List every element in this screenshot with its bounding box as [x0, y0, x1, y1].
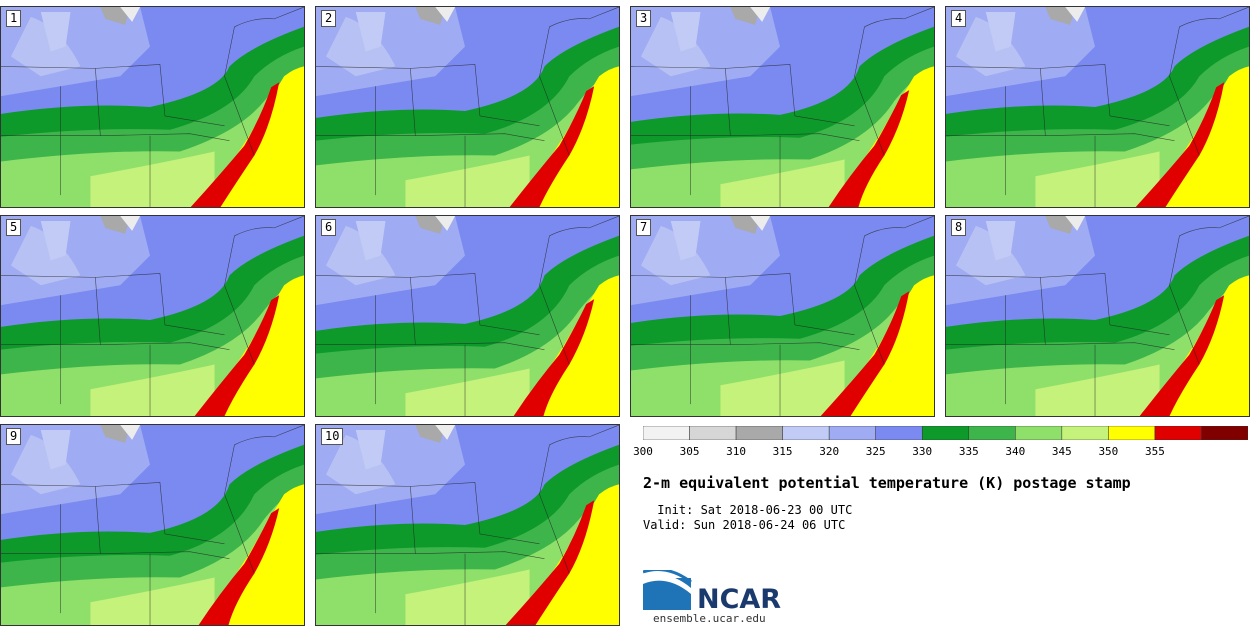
- member-panel-1: 1: [0, 6, 305, 208]
- ensemble-member-map: [1, 7, 304, 207]
- colorbar-swatch: [643, 426, 690, 440]
- member-number-label: 8: [951, 219, 967, 236]
- member-panel-9: 9: [0, 424, 305, 626]
- ensemble-member-map: [316, 7, 619, 207]
- colorbar-swatch: [689, 426, 737, 440]
- ensemble-member-map: [631, 7, 934, 207]
- colorbar-tick-label: 355: [1144, 445, 1165, 458]
- member-panel-7: 7: [630, 215, 935, 417]
- member-number-label: 9: [6, 428, 22, 445]
- member-panel-3: 3: [630, 6, 935, 208]
- ensemble-member-map: [946, 216, 1249, 416]
- colorbar-tick-label: 310: [726, 445, 746, 458]
- colorbar-tick-label: 320: [819, 445, 840, 458]
- member-panel-2: 2: [315, 6, 620, 208]
- init-time: Init: Sat 2018-06-23 00 UTC: [650, 503, 853, 517]
- colorbar-tick-label: 335: [958, 445, 979, 458]
- member-number-label: 2: [321, 10, 337, 27]
- valid-time: Valid: Sun 2018-06-24 06 UTC: [643, 518, 846, 532]
- colorbar-swatch: [1061, 426, 1109, 440]
- colorbar-swatch: [1015, 426, 1063, 440]
- colorbar-swatch: [875, 426, 923, 440]
- ensemble-member-map: [1, 425, 304, 625]
- ensemble-url[interactable]: ensemble.ucar.edu: [653, 612, 766, 625]
- colorbar-swatch: [735, 426, 783, 440]
- colorbar-swatch: [968, 426, 1016, 440]
- colorbar-swatch: [1201, 426, 1248, 440]
- member-panel-5: 5: [0, 215, 305, 417]
- figure-title: 2-m equivalent potential temperature (K)…: [643, 474, 1131, 492]
- colorbar-tick-label: 350: [1098, 445, 1119, 458]
- member-panel-4: 4: [945, 6, 1250, 208]
- colorbar-tick-label: 345: [1051, 445, 1072, 458]
- member-number-label: 1: [6, 10, 22, 27]
- colorbar-tick-label: 305: [679, 445, 700, 458]
- ensemble-member-map: [631, 216, 934, 416]
- colorbar-swatch: [828, 426, 876, 440]
- ensemble-member-map: [1, 216, 304, 416]
- member-number-label: 10: [321, 428, 344, 445]
- colorbar-swatch: [782, 426, 830, 440]
- member-number-label: 6: [321, 219, 337, 236]
- member-number-label: 5: [6, 219, 22, 236]
- ensemble-member-map: [316, 216, 619, 416]
- colorbar-tick-label: 340: [1005, 445, 1026, 458]
- member-number-label: 3: [636, 10, 652, 27]
- colorbar-tick-label: 325: [865, 445, 886, 458]
- colorbar: [643, 426, 1248, 440]
- ncar-logo-text: NCAR: [697, 584, 782, 615]
- ncar-logo-icon: [643, 570, 692, 610]
- colorbar-tick-label: 315: [772, 445, 793, 458]
- ensemble-member-map: [946, 7, 1249, 207]
- member-panel-8: 8: [945, 215, 1250, 417]
- colorbar-tick-label: 330: [912, 445, 933, 458]
- member-number-label: 4: [951, 10, 967, 27]
- member-number-label: 7: [636, 219, 652, 236]
- member-panel-6: 6: [315, 215, 620, 417]
- ensemble-member-map: [316, 425, 619, 625]
- colorbar-tick-label: 300: [633, 445, 653, 458]
- colorbar-swatch: [1154, 426, 1202, 440]
- colorbar-swatch: [1108, 426, 1156, 440]
- colorbar-swatch: [921, 426, 970, 440]
- member-panel-10: 10: [315, 424, 620, 626]
